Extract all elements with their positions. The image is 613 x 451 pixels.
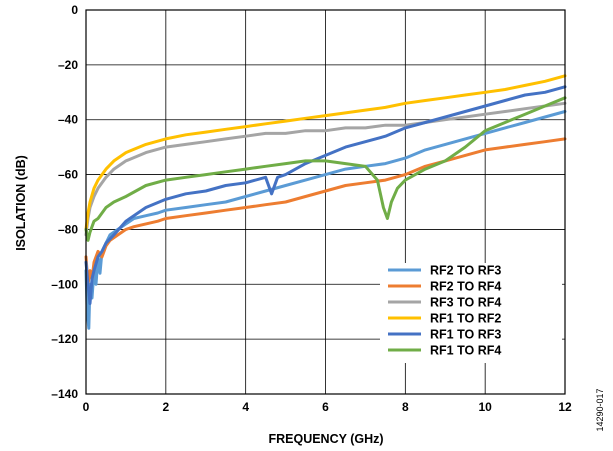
x-tick-label: 0 [83, 400, 90, 414]
plot-frame [85, 9, 566, 395]
y-tick-label: –60 [58, 168, 78, 182]
legend-label: RF1 TO RF3 [430, 328, 501, 342]
x-axis-title: FREQUENCY (GHz) [268, 432, 383, 446]
x-tick-label: 8 [402, 400, 409, 414]
tick-labels: 0 2 4 6 8 10 12 0 –20 –40 –60 –80 –100 –120 –140 [51, 3, 572, 414]
x-tick-label: 2 [162, 400, 169, 414]
legend-background [380, 263, 562, 363]
y-tick-label: –140 [51, 387, 78, 401]
y-tick-label: –20 [58, 58, 78, 72]
x-tick-label: 10 [478, 400, 492, 414]
legend-label: RF2 TO RF4 [430, 280, 501, 294]
legend-label: RF1 TO RF2 [430, 312, 501, 326]
x-tick-label: 6 [322, 400, 329, 414]
y-tick-label: –80 [58, 222, 78, 236]
y-tick-label: –100 [51, 277, 78, 291]
series-line-rf1-to-rf2 [84, 74, 567, 231]
series-line-rf3-to-rf4 [84, 101, 567, 237]
y-tick-label: –40 [58, 113, 78, 127]
series-lines [84, 74, 567, 330]
legend-label: RF2 TO RF3 [430, 264, 501, 278]
y-axis-title: ISOLATION (dB) [14, 155, 28, 251]
figure-id: 14290-017 [595, 388, 605, 431]
y-tick-label: –120 [51, 332, 78, 346]
legend: RF2 TO RF3 RF2 TO RF4 RF3 TO RF4 RF1 TO RF2… [380, 263, 562, 363]
x-tick-label: 12 [558, 400, 572, 414]
legend-label: RF1 TO RF4 [430, 344, 501, 358]
x-tick-label: 4 [242, 400, 249, 414]
series-line-rf1-to-rf3 [84, 85, 567, 305]
y-tick-label: 0 [71, 3, 78, 17]
series-line-rf1-to-rf4 [84, 96, 567, 242]
legend-label: RF3 TO RF4 [430, 296, 501, 310]
series-line-rf2-to-rf3 [84, 110, 567, 330]
